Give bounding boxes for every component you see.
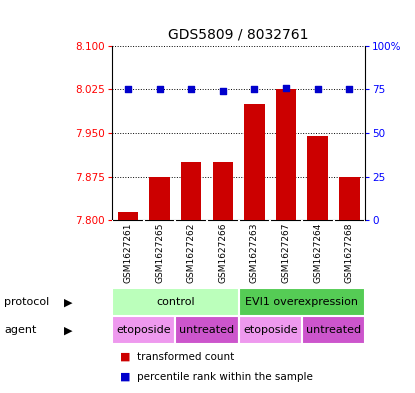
Bar: [239, 316, 302, 344]
Point: [346, 86, 353, 92]
Bar: [239, 288, 365, 316]
Text: percentile rank within the sample: percentile rank within the sample: [137, 371, 313, 382]
Text: etoposide: etoposide: [243, 325, 298, 335]
Point: [220, 88, 226, 94]
Bar: [176, 316, 239, 344]
Text: untreated: untreated: [179, 325, 234, 335]
Bar: [302, 316, 365, 344]
Bar: [181, 162, 201, 220]
Point: [251, 86, 258, 92]
Bar: [212, 162, 233, 220]
Point: [156, 86, 163, 92]
Text: protocol: protocol: [4, 298, 49, 307]
Text: GSM1627262: GSM1627262: [187, 222, 195, 283]
Text: GSM1627267: GSM1627267: [282, 222, 290, 283]
Text: EVI1 overexpression: EVI1 overexpression: [245, 298, 359, 307]
Text: ▶: ▶: [64, 298, 73, 307]
Point: [124, 86, 131, 92]
Point: [188, 86, 195, 92]
Text: transformed count: transformed count: [137, 352, 234, 362]
Text: agent: agent: [4, 325, 37, 335]
Text: GSM1627261: GSM1627261: [123, 222, 132, 283]
Text: GSM1627264: GSM1627264: [313, 222, 322, 283]
Bar: [276, 89, 296, 220]
Text: control: control: [156, 298, 195, 307]
Text: GSM1627265: GSM1627265: [155, 222, 164, 283]
Text: ■: ■: [120, 371, 131, 382]
Text: etoposide: etoposide: [116, 325, 171, 335]
Bar: [117, 212, 138, 220]
Point: [283, 84, 289, 91]
Bar: [112, 288, 239, 316]
Text: ■: ■: [120, 352, 131, 362]
Text: ▶: ▶: [64, 325, 73, 335]
Bar: [149, 177, 170, 220]
Title: GDS5809 / 8032761: GDS5809 / 8032761: [168, 28, 309, 42]
Text: GSM1627266: GSM1627266: [218, 222, 227, 283]
Bar: [339, 177, 360, 220]
Bar: [308, 136, 328, 220]
Text: GSM1627263: GSM1627263: [250, 222, 259, 283]
Point: [315, 86, 321, 92]
Text: untreated: untreated: [306, 325, 361, 335]
Text: GSM1627268: GSM1627268: [345, 222, 354, 283]
Bar: [244, 104, 265, 220]
Bar: [112, 316, 176, 344]
